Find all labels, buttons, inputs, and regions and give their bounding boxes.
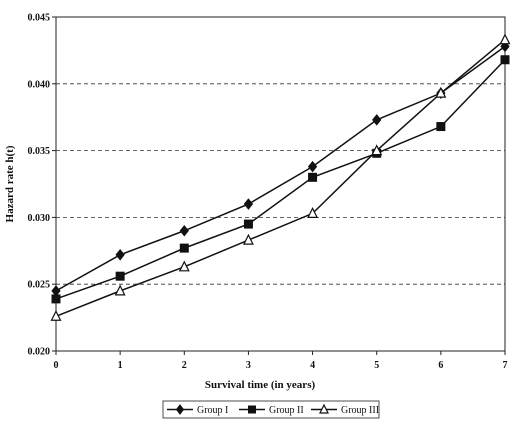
data-point-group-ii	[115, 271, 125, 281]
y-axis-title: Hazard rate h(t)	[4, 145, 16, 222]
data-point-group-iii	[114, 284, 126, 296]
legend-marker-group-i	[175, 404, 185, 415]
series-lines	[50, 33, 511, 321]
data-point-group-iii	[371, 144, 383, 156]
x-tick-label: 6	[438, 360, 443, 371]
x-tick-label: 0	[54, 360, 59, 371]
data-point-group-ii	[500, 55, 510, 65]
data-point-group-ii	[436, 122, 446, 132]
plot-area-border	[55, 16, 506, 352]
y-tick-label: 0.020	[28, 347, 51, 358]
data-point-group-i	[372, 114, 382, 126]
x-tick-label: 2	[182, 360, 187, 371]
data-point-group-iii	[242, 233, 254, 245]
legend-label-group-iii: Group III	[341, 405, 379, 416]
data-point-group-iii	[178, 260, 190, 272]
x-tick-label: 5	[374, 360, 379, 371]
legend-marker-group-iii	[319, 403, 329, 414]
legend-box	[162, 400, 380, 419]
y-tick-label: 0.035	[28, 146, 51, 157]
data-point-group-ii	[51, 294, 61, 304]
data-point-group-i	[179, 224, 189, 237]
x-tick-label: 3	[246, 360, 251, 371]
legend: Group I Group II Group III	[162, 400, 380, 419]
series-line-group-i	[55, 45, 506, 292]
series-line-group-ii	[55, 59, 506, 300]
data-point-group-iii	[307, 207, 319, 218]
y-tick-label: 0.025	[28, 280, 51, 291]
x-tick-label: 1	[118, 360, 123, 371]
y-tick-label: 0.040	[28, 79, 51, 90]
x-tick-label: 7	[503, 360, 508, 371]
data-point-group-ii	[308, 172, 318, 182]
data-point-group-iii	[50, 309, 62, 321]
legend-label-group-ii: Group II	[269, 405, 304, 416]
y-tick-label: 0.045	[28, 13, 51, 24]
y-tick-label: 0.030	[28, 213, 51, 224]
data-point-group-ii	[243, 219, 253, 229]
x-axis-ticks: 0 1 2 3 4 5 6 7	[54, 351, 508, 371]
x-axis-title: Survival time (in years)	[205, 379, 316, 391]
data-point-group-ii	[179, 243, 189, 253]
x-tick-label: 4	[310, 360, 315, 371]
series-line-group-iii	[55, 39, 506, 317]
legend-label-group-i: Group I	[197, 405, 228, 416]
data-point-group-i	[243, 198, 254, 210]
data-point-group-iii	[499, 33, 511, 45]
grid-lines	[56, 83, 505, 285]
y-axis-ticks: 0.020 0.025 0.030 0.035 0.040 0.045	[28, 13, 56, 358]
data-point-group-iii	[435, 86, 447, 98]
data-point-group-i	[115, 249, 125, 261]
legend-marker-group-ii	[248, 405, 256, 414]
data-point-group-i	[307, 160, 318, 173]
data-point-group-i	[51, 285, 61, 297]
